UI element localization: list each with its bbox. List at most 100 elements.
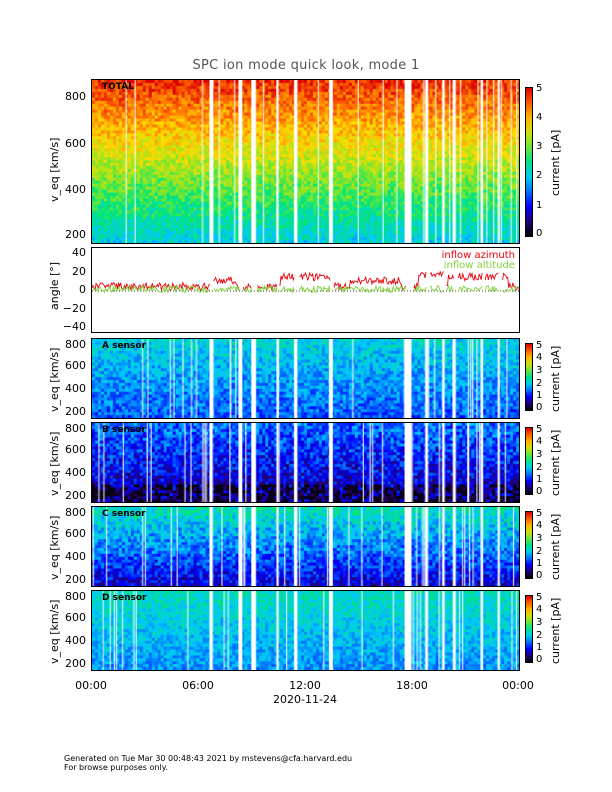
- b-ctick-0: 0: [536, 486, 543, 497]
- c-ytick-200: 200: [65, 573, 86, 586]
- total-ytick-400: 400: [65, 183, 86, 196]
- d-ytick-600: 600: [65, 611, 86, 624]
- c-ylabel: v_eq [km/s]: [48, 515, 61, 580]
- total-ytick-200: 200: [65, 228, 86, 241]
- xtick-0000: 00:00: [75, 679, 107, 692]
- total-colorbar-label: current [pA]: [549, 129, 562, 196]
- c-ctick-5: 5: [536, 508, 543, 519]
- a-colorbar: [525, 343, 533, 411]
- a-ctick-4: 4: [536, 352, 543, 363]
- xtick-1800: 18:00: [396, 679, 428, 692]
- a-ctick-1: 1: [536, 390, 543, 401]
- c-sensor-heatmap: [92, 507, 519, 586]
- xtick-1200: 12:00: [289, 679, 321, 692]
- d-ctick-0: 0: [536, 654, 543, 665]
- a-ylabel: v_eq [km/s]: [48, 347, 61, 412]
- a-colorbar-label: current [pA]: [549, 345, 562, 412]
- total-ctick-2: 2: [536, 170, 543, 181]
- total-ctick-0: 0: [536, 228, 543, 239]
- a-ctick-0: 0: [536, 402, 543, 413]
- xtick-0600: 06:00: [182, 679, 214, 692]
- angle-ytick-neg40: −40: [62, 320, 86, 333]
- angle-ytick-20: 20: [72, 265, 86, 278]
- a-ytick-200: 200: [65, 405, 86, 418]
- a-ytick-600: 600: [65, 359, 86, 372]
- angle-panel: inflow azimuth inflow altitude: [91, 247, 520, 333]
- series-line-inflow-azimuth: [92, 271, 519, 292]
- angle-ylabel: angle [°]: [48, 261, 61, 310]
- c-colorbar: [525, 511, 533, 579]
- c-ctick-1: 1: [536, 558, 543, 569]
- total-ctick-1: 1: [536, 200, 543, 211]
- c-ctick-0: 0: [536, 570, 543, 581]
- angle-ytick-0: 0: [79, 283, 86, 296]
- c-ytick-400: 400: [65, 550, 86, 563]
- footer-browse-note: For browse purposes only.: [64, 763, 168, 772]
- c-colorbar-label: current [pA]: [549, 513, 562, 580]
- total-ytick-800: 800: [65, 90, 86, 103]
- total-ytick-600: 600: [65, 137, 86, 150]
- d-ctick-5: 5: [536, 592, 543, 603]
- b-sensor-heatmap-panel: B sensor: [91, 422, 520, 503]
- b-ytick-600: 600: [65, 443, 86, 456]
- total-colorbar: [525, 87, 533, 237]
- panel-label-b: B sensor: [102, 425, 146, 435]
- angle-ytick-40: 40: [72, 246, 86, 259]
- b-ctick-2: 2: [536, 462, 543, 473]
- c-sensor-heatmap-panel: C sensor: [91, 506, 520, 587]
- x-axis-date: 2020-11-24: [273, 693, 337, 706]
- a-ctick-5: 5: [536, 340, 543, 351]
- d-ylabel: v_eq [km/s]: [48, 599, 61, 664]
- d-ctick-1: 1: [536, 642, 543, 653]
- b-colorbar: [525, 427, 533, 495]
- a-sensor-heatmap: [92, 339, 519, 418]
- panel-label-a: A sensor: [102, 341, 146, 351]
- b-ctick-1: 1: [536, 474, 543, 485]
- b-sensor-heatmap: [92, 423, 519, 502]
- total-ctick-4: 4: [536, 112, 543, 123]
- total-heatmap: [92, 80, 519, 243]
- a-ctick-3: 3: [536, 365, 543, 376]
- b-ctick-3: 3: [536, 449, 543, 460]
- angle-ytick-neg20: −20: [62, 302, 86, 315]
- panel-label-c: C sensor: [102, 509, 146, 519]
- d-ytick-200: 200: [65, 657, 86, 670]
- c-ctick-2: 2: [536, 546, 543, 557]
- panel-label-d: D sensor: [102, 593, 147, 603]
- b-ytick-800: 800: [65, 422, 86, 435]
- total-ctick-3: 3: [536, 141, 543, 152]
- xtick-2400: 00:00: [502, 679, 534, 692]
- legend-inflow-azimuth: inflow azimuth: [442, 250, 515, 261]
- b-ytick-200: 200: [65, 489, 86, 502]
- total-ylabel: v_eq [km/s]: [48, 137, 61, 202]
- a-ctick-2: 2: [536, 378, 543, 389]
- d-ytick-400: 400: [65, 634, 86, 647]
- series-line-inflow-altitude: [92, 283, 519, 294]
- b-ctick-5: 5: [536, 424, 543, 435]
- a-sensor-heatmap-panel: A sensor: [91, 338, 520, 419]
- c-ctick-4: 4: [536, 520, 543, 531]
- legend-inflow-altitude: inflow altitude: [444, 260, 515, 271]
- d-ctick-3: 3: [536, 617, 543, 628]
- d-colorbar-label: current [pA]: [549, 597, 562, 664]
- b-ctick-4: 4: [536, 436, 543, 447]
- a-ytick-800: 800: [65, 338, 86, 351]
- panel-label-total: TOTAL: [102, 82, 134, 92]
- a-ytick-400: 400: [65, 382, 86, 395]
- d-ctick-2: 2: [536, 630, 543, 641]
- c-ctick-3: 3: [536, 533, 543, 544]
- d-sensor-heatmap: [92, 591, 519, 670]
- c-ytick-600: 600: [65, 527, 86, 540]
- b-colorbar-label: current [pA]: [549, 429, 562, 496]
- b-ylabel: v_eq [km/s]: [48, 431, 61, 496]
- d-ctick-4: 4: [536, 604, 543, 615]
- c-ytick-800: 800: [65, 506, 86, 519]
- chart-title: SPC ion mode quick look, mode 1: [192, 58, 420, 73]
- footer-generated: Generated on Tue Mar 30 00:48:43 2021 by…: [64, 754, 353, 763]
- total-ctick-5: 5: [536, 83, 543, 94]
- d-ytick-800: 800: [65, 590, 86, 603]
- d-sensor-heatmap-panel: D sensor: [91, 590, 520, 671]
- b-ytick-400: 400: [65, 466, 86, 479]
- d-colorbar: [525, 595, 533, 663]
